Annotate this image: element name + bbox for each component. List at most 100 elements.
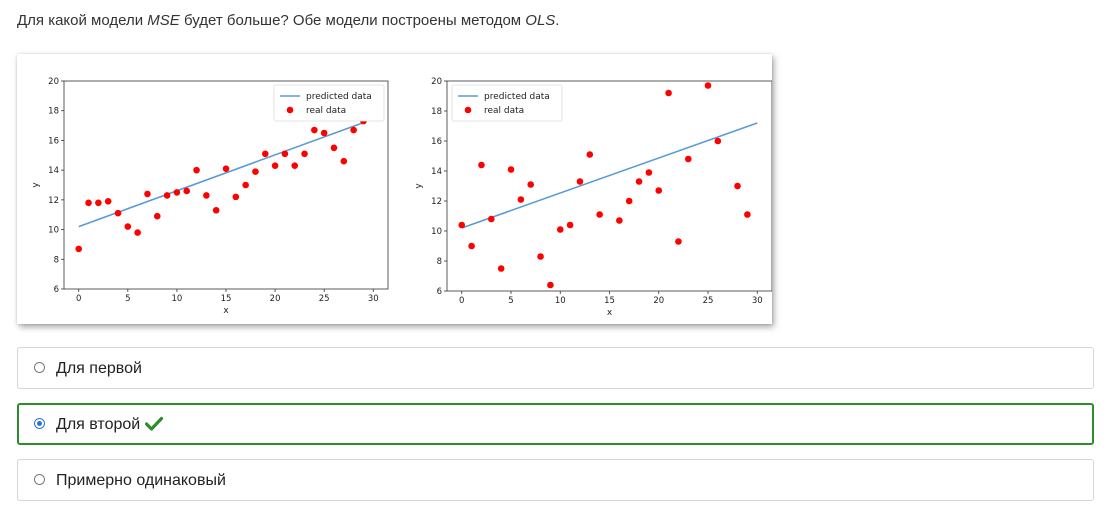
check-icon	[145, 416, 164, 431]
real-data-point	[655, 187, 663, 194]
y-axis-label: y	[414, 183, 424, 189]
real-data-point	[665, 89, 672, 97]
real-data-point	[163, 192, 171, 199]
real-data-point	[144, 190, 151, 198]
real-data-point	[478, 161, 485, 169]
real-data-point	[203, 192, 210, 199]
real-data-point	[183, 187, 191, 195]
charts-figure: 6 8 10 12 14 16 18 20 0 5 10 15 20 25 30 x y predicted da…	[17, 54, 772, 324]
y-tick-label: 10	[48, 226, 59, 236]
y-tick-label: 10	[431, 227, 442, 237]
real-data-point	[635, 178, 643, 185]
real-data-point	[684, 155, 692, 163]
real-data-point	[645, 169, 653, 176]
real-data-point	[704, 82, 712, 89]
legend: predicted data real data	[273, 84, 385, 122]
chart-1: 6 8 10 12 14 16 18 20 0 5 10 15 20 25 30 x y predicted da…	[31, 77, 389, 316]
y-tick-label: 12	[48, 196, 59, 206]
x-tick-label: 10	[555, 296, 566, 306]
y-tick-label: 16	[48, 136, 59, 146]
y-tick-label: 14	[48, 166, 59, 176]
option-second-label-wrap: Для второй	[56, 415, 164, 435]
option-third-label: Примерно одинаковый	[56, 472, 226, 489]
real-data-point	[134, 229, 141, 236]
real-data-point	[252, 168, 259, 175]
option-third[interactable]: Примерно одинаковый	[17, 459, 1094, 501]
real-data-point	[340, 157, 348, 165]
x-tick-label: 25	[703, 296, 714, 306]
real-data-point	[75, 245, 83, 253]
real-data-point	[330, 144, 338, 152]
x-tick-label: 15	[604, 296, 615, 306]
x-tick-label: 0	[76, 294, 81, 304]
real-data-point	[714, 137, 722, 145]
real-data-point	[153, 212, 161, 220]
x-tick-label: 30	[752, 296, 763, 306]
real-data-point	[242, 181, 249, 189]
real-data-point	[173, 189, 181, 196]
option-first[interactable]: Для первой	[17, 347, 1094, 389]
question-suffix: .	[555, 12, 560, 29]
y-tick-label: 16	[431, 137, 442, 147]
legend-entry-real: real data	[306, 106, 346, 116]
real-data-point	[566, 221, 574, 229]
real-data-point	[291, 162, 299, 169]
real-data-point	[222, 165, 230, 172]
real-data-point	[261, 150, 269, 158]
real-data-point	[458, 221, 466, 229]
y-tick-label: 6	[54, 285, 59, 295]
option-second-label: Для второй	[56, 416, 141, 433]
question-middle: будет больше? Обе модели построены метод…	[179, 12, 526, 29]
real-data-point	[468, 242, 475, 250]
question-text: Для какой модели MSE будет больше? Обе м…	[17, 11, 559, 31]
real-data-point	[517, 196, 525, 203]
y-tick-label: 20	[48, 77, 59, 87]
y-tick-label: 18	[431, 107, 442, 117]
option-second[interactable]: Для второй	[17, 403, 1094, 445]
real-data-point	[497, 265, 505, 272]
real-data-point	[527, 181, 535, 188]
charts-svg: 6 8 10 12 14 16 18 20 0 5 10 15 20 25 30 x y predicted da…	[31, 77, 772, 318]
radio-third[interactable]	[34, 474, 45, 485]
real-data-point	[104, 198, 112, 205]
real-data-point	[311, 126, 318, 134]
legend-dot-swatch	[464, 106, 472, 114]
y-tick-label: 8	[54, 255, 59, 265]
real-data-point	[596, 211, 603, 218]
real-data-point	[547, 281, 554, 289]
predicted-line	[78, 121, 364, 228]
real-data-point	[85, 199, 92, 207]
real-data-point	[271, 162, 279, 169]
real-data-point	[616, 217, 623, 224]
legend: predicted data real data	[451, 84, 563, 122]
y-axis-label: y	[31, 182, 41, 188]
x-axis-label: x	[223, 306, 229, 316]
question-mse-term: MSE	[147, 12, 180, 29]
x-tick-label: 20	[653, 296, 664, 306]
radio-first[interactable]	[34, 362, 45, 373]
real-data-point	[95, 199, 102, 207]
x-tick-label: 5	[508, 296, 513, 306]
real-data-point	[350, 126, 357, 134]
x-tick-label: 25	[319, 294, 330, 304]
predicted-line	[461, 122, 758, 229]
option-first-label: Для первой	[56, 360, 142, 377]
real-data-point	[193, 166, 200, 174]
radio-second[interactable]	[34, 418, 45, 429]
legend-dot-swatch	[286, 106, 294, 114]
real-data-point	[320, 129, 328, 137]
legend-box	[451, 84, 563, 122]
real-data-point	[281, 150, 289, 158]
y-tick-label: 12	[431, 197, 442, 207]
legend-entry-predicted: predicted data	[484, 92, 550, 102]
x-tick-label: 10	[171, 294, 182, 304]
real-data-point	[114, 209, 122, 217]
real-data-point	[744, 211, 751, 218]
x-tick-label: 5	[125, 294, 130, 304]
legend-entry-real: real data	[484, 106, 524, 116]
real-data-point	[212, 206, 220, 214]
x-tick-label: 20	[270, 294, 281, 304]
legend-entry-predicted: predicted data	[306, 92, 372, 102]
x-tick-label: 0	[459, 296, 464, 306]
real-data-point	[507, 166, 515, 173]
